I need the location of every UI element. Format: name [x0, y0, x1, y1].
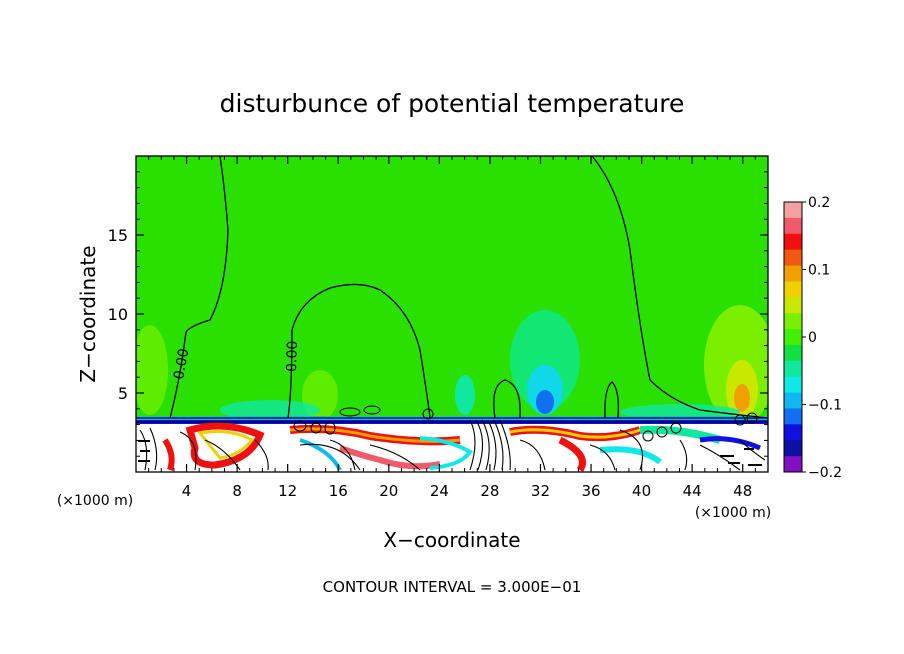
- warm-filament: [197, 430, 255, 460]
- cool-anomaly: [536, 390, 554, 414]
- chart-title: disturbunce of potential temperature: [220, 89, 685, 118]
- contour-label: 0.00: [171, 347, 192, 380]
- colorbar-swatch: [784, 281, 802, 298]
- x-tick-label: 16: [329, 482, 348, 500]
- x-tick-label: 28: [480, 482, 499, 500]
- colorbar-swatch: [784, 376, 802, 394]
- y-tick-label: 5: [118, 384, 128, 403]
- x-tick-label: 44: [683, 482, 702, 500]
- contour-label: 0.00: [284, 340, 301, 372]
- colorbar-swatch: [784, 456, 802, 473]
- x-unit-left: (×1000 m): [57, 493, 133, 509]
- colorbar-swatch: [784, 408, 802, 425]
- x-tick-label: 32: [531, 482, 550, 500]
- colorbar-tick-label: 0: [808, 330, 817, 346]
- potential-temperature-field: 0.00 0.00: [136, 156, 768, 472]
- contour-loop: [493, 379, 521, 419]
- colorbar-swatch: [784, 313, 802, 330]
- zero-contour-middle: [287, 283, 431, 419]
- x-tick-label: 36: [581, 482, 600, 500]
- contour-noise: [138, 440, 762, 466]
- colorbar-tick-label: 0.2: [808, 195, 830, 211]
- y-tick-label: 15: [108, 226, 128, 245]
- x-unit-right: (×1000 m): [695, 505, 771, 521]
- cool-filament: [699, 436, 761, 451]
- colorbar-swatch: [784, 392, 802, 409]
- colorbar-tick-label: −0.2: [808, 465, 842, 481]
- x-tick-label: 4: [182, 482, 192, 500]
- colorbar: [784, 202, 802, 473]
- warm-filament: [339, 445, 441, 470]
- zero-contour-right: [591, 156, 768, 419]
- y-axis-title: Z−coordinate: [76, 245, 100, 382]
- colorbar-swatch: [784, 360, 802, 378]
- colorbar-swatch: [784, 424, 802, 441]
- cool-filament: [419, 436, 473, 470]
- x-axis-title: X−coordinate: [383, 528, 520, 552]
- cool-anomaly: [220, 400, 320, 420]
- x-tick-label: 8: [232, 482, 242, 500]
- colorbar-swatch: [784, 297, 802, 314]
- x-tick-label: 24: [430, 482, 449, 500]
- warm-filament: [509, 428, 641, 439]
- warm-filament: [558, 436, 586, 472]
- colorbar-swatch: [784, 249, 802, 267]
- warm-anomaly: [734, 384, 750, 412]
- small-contour-cells: [293, 405, 758, 442]
- cool-anomaly: [455, 375, 475, 415]
- colorbar-swatch: [784, 202, 802, 219]
- contour-interval-text: CONTOUR INTERVAL = 3.000E−01: [323, 578, 582, 596]
- warm-anomaly: [136, 325, 168, 415]
- colorbar-swatch: [784, 265, 802, 282]
- colorbar-swatch: [784, 217, 802, 235]
- x-tick-label: 20: [379, 482, 398, 500]
- y-axis-ticks: 5 10 15: [108, 171, 768, 457]
- x-axis-ticks: 4 8 12 16 20 24 28 32 36 40 44 48: [148, 156, 756, 500]
- zero-contour-left: [169, 156, 229, 419]
- colorbar-tick-label: 0.1: [808, 263, 830, 279]
- colorbar-swatch: [784, 329, 802, 346]
- x-tick-label: 40: [632, 482, 651, 500]
- colorbar-swatch: [784, 344, 802, 362]
- colorbar-ticks: 0.2 0.1 0 −0.1 −0.2: [802, 195, 842, 481]
- y-tick-label: 10: [108, 305, 128, 324]
- layer-band: [136, 416, 768, 422]
- contour-loop: [604, 381, 620, 419]
- warm-filament: [162, 438, 175, 471]
- cool-filament: [599, 446, 662, 465]
- colorbar-tick-label: −0.1: [808, 398, 842, 414]
- x-tick-label: 12: [278, 482, 297, 500]
- colorbar-swatch: [784, 233, 802, 251]
- colorbar-swatch: [784, 440, 802, 457]
- x-tick-label: 48: [733, 482, 752, 500]
